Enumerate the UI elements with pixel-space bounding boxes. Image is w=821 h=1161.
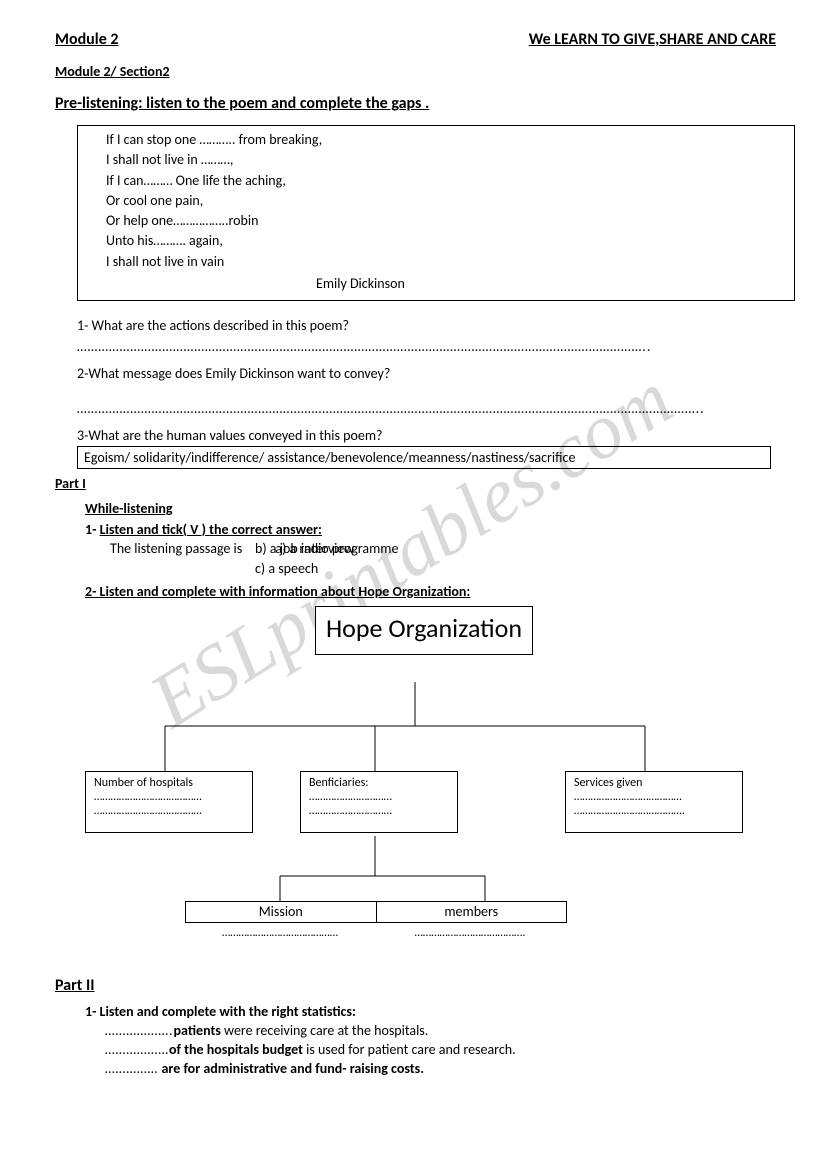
box-title: Benficiaries: [309, 776, 368, 790]
option-b[interactable]: b) a job interview [255, 539, 776, 559]
box-fill[interactable]: ………………………………… [94, 804, 202, 818]
item-number: 1- [85, 521, 96, 538]
box-mission-title: Mission [186, 902, 377, 923]
item-1-title: Listen and tick( V ) the correct answer: [100, 521, 322, 538]
box-fill[interactable]: ………………………… [309, 790, 392, 804]
poem-line: I shall not live in ………, [106, 150, 786, 170]
stats-block: ……………….patients were receiving care at t… [105, 1022, 776, 1077]
diagram-root: Hope Organization [315, 606, 533, 655]
item-1-lead: The listening passage is [110, 540, 242, 557]
stat-blank[interactable]: ………………. [105, 1022, 174, 1039]
prelistening-title: Pre-listening: listen to the poem and co… [55, 94, 776, 113]
diagram-box-hospitals: Number of hospitals ………………………………… ………………… [85, 771, 253, 833]
box-members-title: members [377, 902, 567, 923]
poem-line: If I can stop one ……….. from breaking, [106, 130, 786, 150]
box-fill[interactable]: …………………………………. [574, 804, 685, 818]
part2-item-1: 1- Listen and complete with the right st… [85, 1003, 776, 1020]
poem-line: Or cool one pain, [106, 191, 786, 211]
stat-blank[interactable]: ……………… [105, 1041, 169, 1058]
item-2-title: 2- Listen and complete with information … [85, 583, 776, 600]
while-listening-label: While-listening [85, 500, 776, 517]
box-fill[interactable]: ………………………………… [574, 790, 682, 804]
poem-author: Emily Dickinson [106, 274, 786, 294]
box-title: Number of hospitals [94, 776, 193, 790]
stat-bold: of the hospitals budget [169, 1041, 303, 1058]
poem-line: Unto his………. again, [106, 231, 786, 251]
part-1-label: Part I [55, 475, 776, 492]
diagram-bottom-row: Mission members [185, 901, 567, 924]
option-c[interactable]: c) a speech [255, 559, 776, 579]
question-2: 2-What message does Emily Dickinson want… [77, 365, 776, 382]
question-1: 1- What are the actions described in thi… [77, 317, 776, 334]
header-right: We LEARN TO GIVE,SHARE AND CARE [529, 30, 776, 49]
module-header: Module 2 We LEARN TO GIVE,SHARE AND CARE [55, 30, 776, 49]
stat-text: is used for patient care and research. [303, 1041, 516, 1058]
stat-bold: patients [174, 1022, 221, 1039]
item-1: 1- Listen and tick( V ) the correct answ… [85, 521, 776, 538]
org-diagram: Hope Organization Number of hospitals ……… [85, 606, 776, 966]
diagram-box-beneficiaries: Benficiaries: ………………………… ………………………… [300, 771, 458, 833]
box-title: Services given [574, 776, 642, 790]
diagram-box-services: Services given ………………………………… ……………………………… [565, 771, 743, 833]
box-fill[interactable]: ………………………………… [94, 790, 202, 804]
box-fill[interactable]: ………………………… [309, 804, 392, 818]
answer-line[interactable]: …………………………………………………………………………………………………………… [77, 338, 776, 355]
poem-line: Or help one……………..robin [106, 211, 786, 231]
section-subhead: Module 2/ Section2 [55, 63, 776, 80]
answer-line[interactable]: …………………………………………………………………………………………………………… [77, 400, 776, 417]
poem-line: If I can……… One life the aching, [106, 171, 786, 191]
stat-blank[interactable]: …………… [105, 1060, 158, 1077]
poem-box: If I can stop one ……….. from breaking, I… [77, 125, 795, 301]
part-2-label: Part II [55, 976, 776, 995]
question-3: 3-What are the human values conveyed in … [77, 427, 776, 444]
box-fill[interactable]: …………………………………. [375, 926, 565, 940]
poem-line: I shall not live in vain [106, 252, 786, 272]
box-fill[interactable]: …………………………………… [185, 926, 375, 940]
stat-bold: are for administrative and fund- raising… [158, 1060, 424, 1077]
values-box: Egoism/ solidarity/indifference/ assista… [77, 446, 771, 469]
stat-text: were receiving care at the hospitals. [221, 1022, 428, 1039]
header-left: Module 2 [55, 30, 118, 49]
